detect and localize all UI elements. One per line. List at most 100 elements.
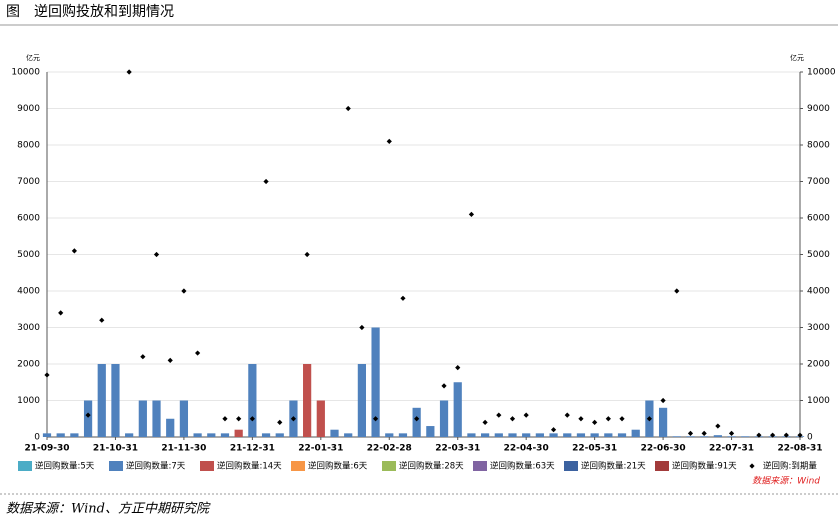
- bar: [522, 433, 531, 437]
- x-tick-label: 22-06-30: [641, 444, 686, 454]
- expiry-point: [468, 211, 475, 217]
- legend-swatch: [291, 461, 305, 471]
- bar: [439, 400, 449, 437]
- expiry-point: [564, 412, 570, 418]
- bar: [83, 400, 93, 437]
- expiry-point: [783, 432, 789, 438]
- expiry-point: [195, 350, 201, 356]
- expiry-point: [482, 419, 488, 425]
- bar: [138, 400, 147, 437]
- y2-tick-label: 9000: [807, 104, 830, 114]
- legend-label: 逆回购数量:21天: [581, 461, 646, 472]
- bar: [631, 429, 640, 437]
- expiry-point: [236, 416, 242, 422]
- expiry-point: [345, 105, 351, 112]
- bar: [303, 364, 312, 437]
- bar: [220, 433, 230, 437]
- expiry-point: [605, 416, 611, 422]
- y2-tick-label: 7000: [807, 177, 830, 187]
- legend-swatch: [473, 461, 487, 471]
- expiry-point: [126, 69, 132, 75]
- y2-tick-label: 2000: [807, 360, 830, 370]
- bar: [727, 436, 736, 437]
- x-tick-label: 21-12-31: [230, 444, 275, 454]
- x-tick-label: 22-07-31: [709, 444, 754, 454]
- bar: [658, 407, 668, 437]
- expiry-point: [359, 324, 365, 331]
- bar: [193, 433, 202, 437]
- expiry-point: [140, 354, 146, 360]
- bar: [371, 327, 380, 437]
- expiry-point: [578, 416, 584, 422]
- y-tick-label: 1000: [17, 396, 40, 406]
- expiry-point: [592, 419, 598, 425]
- expiry-point: [797, 432, 803, 438]
- y2-tick-label: 4000: [807, 287, 830, 297]
- legend-swatch: [109, 461, 123, 471]
- expiry-point: [455, 365, 461, 371]
- expiry-point: [263, 178, 269, 185]
- expiry-point: [674, 288, 680, 294]
- legend-label: 逆回购数量:6天: [308, 461, 368, 472]
- y-tick-label: 7000: [17, 177, 40, 187]
- y2-tick-label: 8000: [807, 141, 830, 151]
- bar: [56, 433, 65, 437]
- expiry-point: [99, 317, 105, 323]
- x-tick-label: 21-11-30: [161, 444, 206, 454]
- y-tick-label: 10000: [11, 68, 40, 78]
- bar: [713, 435, 722, 437]
- legend-swatch: [18, 461, 32, 471]
- expiry-point: [756, 432, 762, 438]
- expiry-point: [509, 416, 516, 422]
- expiry-point: [71, 248, 77, 254]
- bar: [111, 364, 120, 437]
- y-tick-label: 8000: [17, 141, 40, 151]
- bar: [563, 433, 572, 437]
- expiry-point: [290, 416, 297, 422]
- bar: [385, 433, 394, 437]
- legend-swatch: [655, 461, 669, 471]
- inner-source: 数据来源：Wind: [752, 476, 820, 487]
- expiry-point: [372, 416, 379, 422]
- bar: [700, 436, 709, 437]
- x-tick-label: 22-08-31: [777, 444, 822, 454]
- chart-title: 图 逆回购投放和到期情况: [6, 4, 174, 20]
- bar: [316, 400, 325, 437]
- legend-label: 逆回购数量:91天: [672, 461, 737, 472]
- bar: [576, 433, 586, 437]
- expiry-point: [646, 416, 652, 422]
- bar: [494, 433, 503, 437]
- bar: [453, 382, 462, 437]
- y2-tick-label: 5000: [807, 250, 830, 260]
- expiry-point: [770, 432, 776, 438]
- y2-tick-label: 6000: [807, 214, 830, 224]
- bar: [330, 429, 339, 437]
- y-tick-label: 3000: [17, 323, 40, 333]
- expiry-point: [249, 416, 255, 422]
- bar: [412, 407, 421, 437]
- bar: [152, 400, 161, 437]
- expiry-point: [85, 412, 91, 418]
- x-tick-label: 22-03-31: [435, 444, 480, 454]
- bar: [234, 429, 243, 437]
- bar: [207, 433, 216, 437]
- y-unit: 亿元: [26, 53, 40, 62]
- bar: [549, 433, 558, 437]
- expiry-point: [660, 397, 666, 404]
- expiry-point: [728, 430, 735, 436]
- legend-swatch: [200, 461, 214, 471]
- legend-label: 逆回购:到期量: [763, 461, 817, 472]
- bar: [125, 433, 134, 437]
- expiry-point: [153, 251, 160, 258]
- bar: [508, 433, 517, 437]
- expiry-point: [304, 251, 310, 258]
- x-tick-label: 22-04-30: [504, 444, 549, 454]
- expiry-point: [701, 430, 707, 436]
- bar: [344, 433, 353, 437]
- y-tick-label: 2000: [17, 360, 40, 370]
- legend-label: 逆回购数量:14天: [217, 461, 282, 472]
- x-tick-label: 22-01-31: [298, 444, 343, 454]
- expiry-point: [167, 357, 173, 363]
- bar: [617, 433, 627, 437]
